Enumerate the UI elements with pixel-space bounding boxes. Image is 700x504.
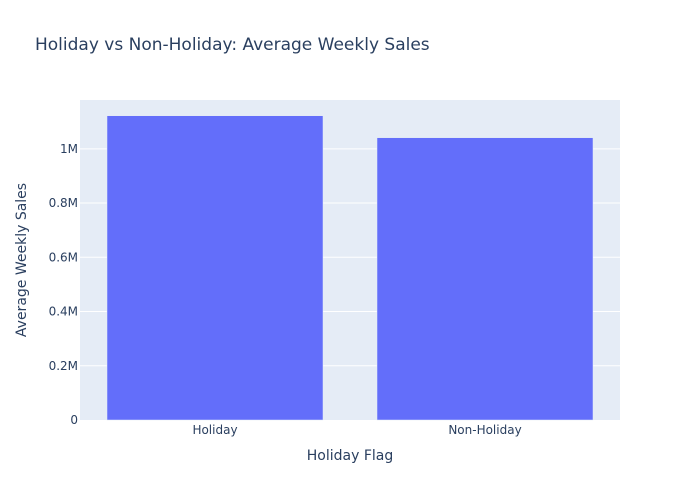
x-axis-title: Holiday Flag [307, 448, 393, 464]
y-tick-label: 0.2M [49, 359, 78, 373]
y-tick-label: 1M [60, 142, 78, 156]
y-tick-label: 0.6M [49, 250, 78, 264]
bar-non-holiday[interactable] [376, 137, 594, 421]
bar-holiday[interactable] [106, 115, 324, 421]
bars [106, 115, 594, 421]
y-tick-label: 0 [70, 413, 78, 427]
x-tick-label: Holiday [192, 423, 237, 437]
y-tick-label: 0.4M [49, 305, 78, 319]
x-tick-label: Non-Holiday [448, 423, 521, 437]
x-axis-ticks: Holiday Non-Holiday [192, 423, 521, 437]
chart-title: Holiday vs Non-Holiday: Average Weekly S… [35, 35, 430, 55]
y-tick-label: 0.8M [49, 196, 78, 210]
y-axis-title: Average Weekly Sales [14, 183, 30, 337]
y-axis-ticks: 0 0.2M 0.4M 0.6M 0.8M 1M [49, 142, 78, 427]
